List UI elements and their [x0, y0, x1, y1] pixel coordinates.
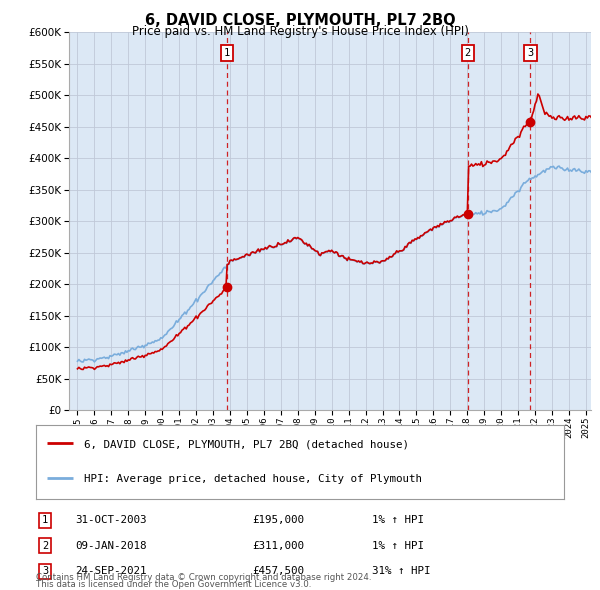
Text: 6, DAVID CLOSE, PLYMOUTH, PL7 2BQ: 6, DAVID CLOSE, PLYMOUTH, PL7 2BQ — [145, 13, 455, 28]
Text: 24-SEP-2021: 24-SEP-2021 — [75, 566, 146, 576]
Text: 1% ↑ HPI: 1% ↑ HPI — [372, 541, 424, 550]
Text: 2: 2 — [464, 48, 471, 58]
Text: HPI: Average price, detached house, City of Plymouth: HPI: Average price, detached house, City… — [83, 474, 422, 484]
Text: Price paid vs. HM Land Registry's House Price Index (HPI): Price paid vs. HM Land Registry's House … — [131, 25, 469, 38]
Text: This data is licensed under the Open Government Licence v3.0.: This data is licensed under the Open Gov… — [36, 580, 311, 589]
Text: Contains HM Land Registry data © Crown copyright and database right 2024.: Contains HM Land Registry data © Crown c… — [36, 573, 371, 582]
Text: 3: 3 — [527, 48, 533, 58]
Text: 31% ↑ HPI: 31% ↑ HPI — [372, 566, 431, 576]
Text: 1% ↑ HPI: 1% ↑ HPI — [372, 516, 424, 525]
Text: £457,500: £457,500 — [252, 566, 304, 576]
Text: 6, DAVID CLOSE, PLYMOUTH, PL7 2BQ (detached house): 6, DAVID CLOSE, PLYMOUTH, PL7 2BQ (detac… — [83, 440, 409, 450]
Text: £311,000: £311,000 — [252, 541, 304, 550]
Text: 31-OCT-2003: 31-OCT-2003 — [75, 516, 146, 525]
Text: £195,000: £195,000 — [252, 516, 304, 525]
Text: 1: 1 — [224, 48, 230, 58]
Text: 2: 2 — [42, 541, 48, 550]
Text: 09-JAN-2018: 09-JAN-2018 — [75, 541, 146, 550]
Text: 1: 1 — [42, 516, 48, 525]
Text: 3: 3 — [42, 566, 48, 576]
